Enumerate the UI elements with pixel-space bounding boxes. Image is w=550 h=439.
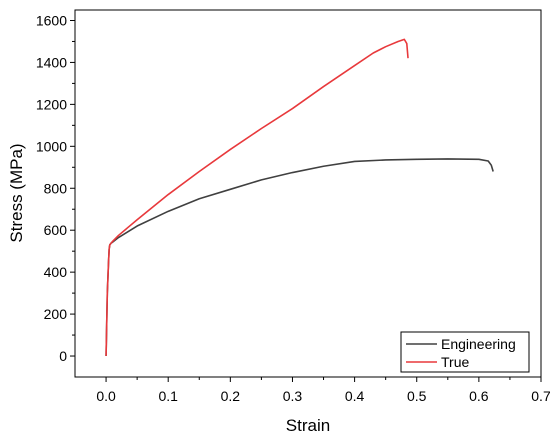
x-tick-label: 0.2 [221,388,241,404]
y-axis-ticks: 0 200 400 600 800 1000 1200 1400 1600 [36,12,75,364]
x-tick-label: 0.7 [531,388,550,404]
y-tick-label: 200 [44,306,68,322]
y-tick-label: 800 [44,180,68,196]
x-tick-label: 0.6 [469,388,489,404]
series-layer [105,38,494,357]
x-tick-label: 0.1 [158,388,178,404]
x-tick-label: 0.3 [283,388,303,404]
y-tick-label: 600 [44,222,68,238]
y-tick-label: 1200 [36,96,67,112]
y-tick-label: 1600 [36,12,67,28]
legend-label-engineering: Engineering [441,336,516,352]
x-axis-title: Strain [286,416,330,435]
x-tick-label: 0.4 [345,388,365,404]
series-line-engineering [105,158,494,357]
y-tick-label: 1000 [36,138,67,154]
x-tick-label: 0.5 [407,388,427,404]
y-tick-label: 400 [44,264,68,280]
legend: Engineering True [400,331,530,373]
y-axis-title: Stress (MPa) [7,143,26,242]
x-axis-ticks: 0.0 0.1 0.2 0.3 0.4 0.5 0.6 0.7 [96,377,550,404]
y-tick-label: 0 [59,348,67,364]
series-line-true [105,38,409,357]
plot-frame [74,9,542,378]
x-tick-label: 0.0 [96,388,116,404]
legend-label-true: True [441,354,469,370]
y-tick-label: 1400 [36,54,67,70]
legend-box [400,331,530,373]
